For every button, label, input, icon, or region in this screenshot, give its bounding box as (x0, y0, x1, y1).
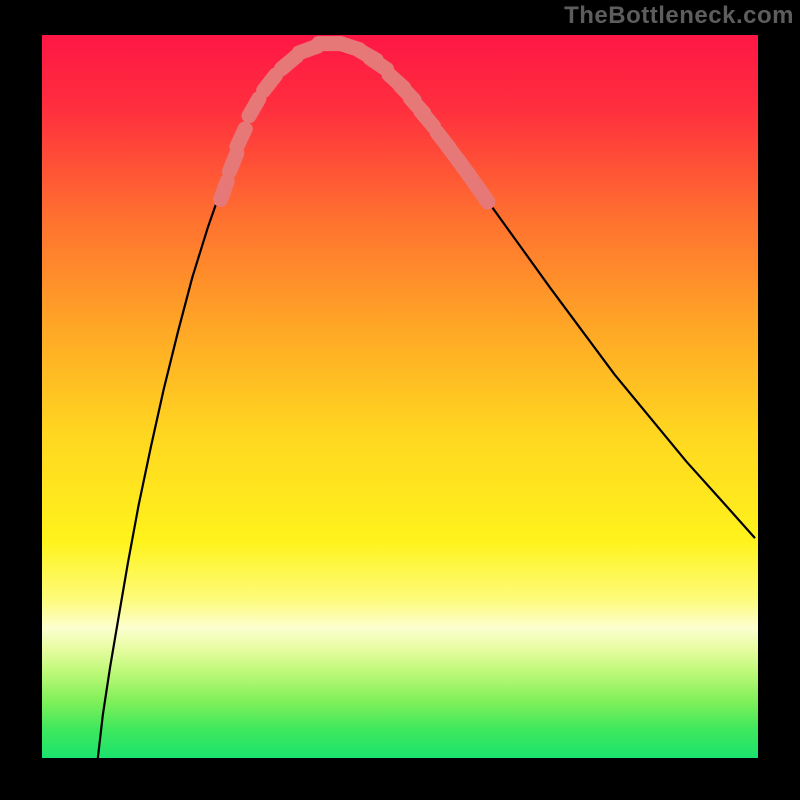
plot-svg (42, 35, 758, 758)
gradient-background (42, 35, 758, 758)
plot-area (42, 35, 758, 758)
watermark-text: TheBottleneck.com (564, 2, 794, 30)
chart-canvas: TheBottleneck.com (0, 0, 800, 800)
